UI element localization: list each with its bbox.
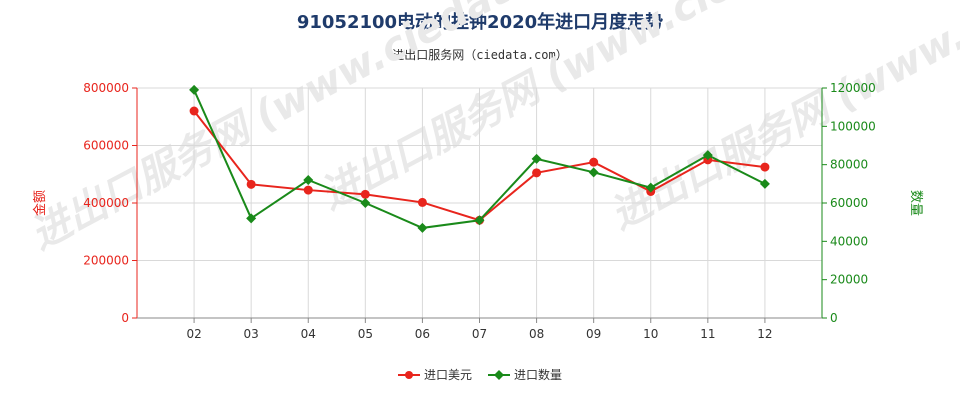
data-point-amount — [532, 168, 542, 178]
right-tick-label: 40000 — [830, 234, 868, 248]
watermark-text: 进出口服务网 (www.ciedata.com) — [23, 0, 652, 259]
data-point-amount — [760, 162, 770, 172]
legend-marker-circle — [405, 371, 413, 379]
legend: 进口美元 进口数量 — [398, 367, 562, 382]
right-tick-label: 100000 — [830, 119, 876, 133]
left-tick-label: 200000 — [83, 254, 129, 268]
data-point-quantity — [246, 213, 257, 224]
left-tick-label: 800000 — [83, 81, 129, 95]
right-tick-label: 60000 — [830, 196, 868, 210]
right-tick-label: 120000 — [830, 81, 876, 95]
x-tick-label: 08 — [529, 327, 544, 341]
x-tick-label: 11 — [700, 327, 715, 341]
right-tick-label: 80000 — [830, 158, 868, 172]
data-point-quantity — [531, 153, 542, 164]
x-tick-label: 04 — [301, 327, 316, 341]
left-tick-label: 400000 — [83, 196, 129, 210]
data-point-quantity — [588, 167, 599, 178]
data-point-quantity — [189, 84, 200, 95]
data-point-amount — [360, 189, 370, 199]
data-point-quantity — [474, 215, 485, 226]
data-point-quantity — [759, 178, 770, 189]
data-point-amount — [189, 106, 199, 116]
data-point-amount — [417, 197, 427, 207]
legend-marker-diamond — [494, 370, 504, 380]
data-point-quantity — [645, 182, 656, 193]
series-layer — [189, 84, 770, 233]
watermark-layer: 进出口服务网 (www.ciedata.com)进出口服务网 (www.cied… — [23, 0, 960, 259]
x-tick-label: 02 — [186, 327, 201, 341]
data-point-quantity — [303, 175, 314, 185]
x-tick-label: 03 — [244, 327, 259, 341]
data-point-quantity — [360, 198, 371, 208]
data-point-quantity — [417, 222, 428, 233]
x-tick-label: 05 — [358, 327, 373, 341]
left-axis-title: 金额 — [32, 190, 48, 216]
chart-subtitle: 进出口服务网（ciedata.com） — [392, 48, 568, 62]
x-tick-label: 09 — [586, 327, 601, 341]
x-tick-label: 10 — [643, 327, 658, 341]
data-point-amount — [246, 179, 256, 189]
right-tick-label: 0 — [830, 311, 838, 325]
x-tick-label: 12 — [757, 327, 772, 341]
right-tick-label: 20000 — [830, 273, 868, 287]
left-tick-label: 600000 — [83, 139, 129, 153]
legend-label: 进口数量 — [514, 367, 562, 382]
data-point-amount — [589, 157, 599, 167]
data-point-quantity — [702, 150, 713, 161]
axes: 0 200000 400000 600000 800000 0 20000 40000 6000… — [32, 81, 923, 341]
legend-label: 进口美元 — [424, 368, 472, 382]
x-tick-label: 06 — [415, 327, 430, 341]
chart-title: 91052100电动的挂钟2020年进口月度走势 — [296, 12, 664, 33]
x-tick-label: 07 — [472, 327, 487, 341]
data-point-amount — [303, 185, 313, 195]
left-tick-label: 0 — [121, 311, 129, 325]
right-axis-title: 数量 — [908, 190, 923, 216]
